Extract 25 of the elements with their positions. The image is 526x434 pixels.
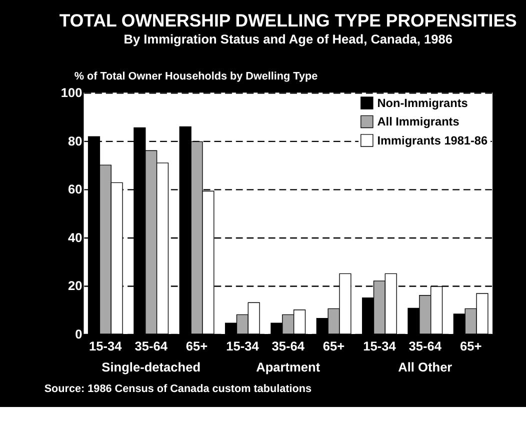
legend-label: Non-Immigrants	[377, 96, 468, 110]
text: All Other	[398, 359, 452, 374]
y-axis-title: % of Total Owner Households by Dwelling Type	[74, 70, 318, 82]
y-tick-label: 0	[75, 326, 82, 342]
x-tick-label: 65+	[322, 338, 345, 354]
y-tick-label: 40	[68, 230, 82, 245]
legend-label: All Immigrants	[377, 114, 460, 129]
text: Apartment	[256, 359, 321, 374]
y-tick-label: 80	[68, 133, 82, 148]
y-tick-label: 20	[68, 278, 82, 294]
x-tick-label: 15-34	[89, 338, 123, 354]
x-tick-label: 65+	[460, 338, 482, 354]
x-tick-label: 15-34	[363, 338, 397, 354]
text: Single-detached	[102, 359, 201, 374]
x-tick-label: 65+	[186, 338, 208, 354]
legend-label: Immigrants 1981-86	[377, 133, 488, 148]
x-tick-label: 35-64	[408, 338, 442, 354]
chart-subtitle: By Immigration Status and Age of Head, Canada, 1986	[124, 31, 453, 46]
y-tick-label: 60	[68, 182, 82, 197]
y-tick-label: 100	[60, 85, 82, 100]
x-tick-label: 35-64	[134, 338, 168, 354]
x-tick-label: 15-34	[226, 338, 260, 354]
chart-title: TOTAL OWNERSHIP DWELLING TYPE PROPENSITIES	[59, 10, 518, 31]
source-note: Source: 1986 Census of Canada custom tabulations	[44, 383, 312, 396]
x-tick-label: 35-64	[272, 338, 306, 354]
